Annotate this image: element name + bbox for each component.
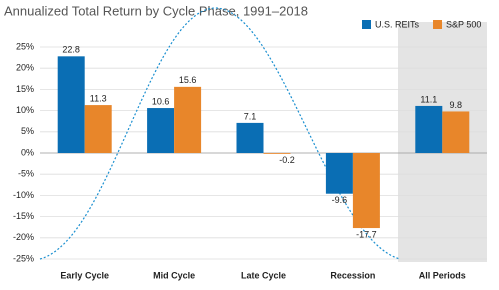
y-tick-label: 5% <box>21 126 34 136</box>
value-label: -0.2 <box>279 155 295 165</box>
value-label: 10.6 <box>152 96 170 106</box>
x-tick-label: Early Cycle <box>60 270 109 280</box>
bar <box>263 153 291 154</box>
value-label: -17.7 <box>356 229 377 239</box>
bar <box>174 86 202 153</box>
bar <box>147 108 175 153</box>
y-tick-label: -5% <box>18 169 34 179</box>
value-label: 15.6 <box>179 75 197 85</box>
y-tick-label: 25% <box>16 41 34 51</box>
value-label: 11.1 <box>420 94 437 104</box>
legend-swatch <box>362 20 371 29</box>
bar <box>57 56 85 153</box>
x-tick-label: Recession <box>330 270 375 280</box>
y-tick-label: 10% <box>16 105 34 115</box>
x-tick-label: Late Cycle <box>241 270 286 280</box>
legend-label: S&P 500 <box>446 19 481 29</box>
bar <box>415 105 443 153</box>
x-tick-label: Mid Cycle <box>153 270 195 280</box>
y-tick-label: 0% <box>21 147 34 157</box>
value-label: 11.3 <box>90 93 107 103</box>
bar <box>236 122 264 153</box>
y-tick-label: -15% <box>13 211 34 221</box>
value-label: 7.1 <box>244 111 257 121</box>
bar <box>325 153 353 194</box>
y-tick-label: -20% <box>13 232 34 242</box>
bar <box>84 105 112 153</box>
value-label: -9.6 <box>332 195 348 205</box>
y-tick-label: -10% <box>13 190 34 200</box>
x-tick-label: All Periods <box>419 270 466 280</box>
bar <box>442 111 470 153</box>
legend-swatch <box>433 20 443 29</box>
value-label: 9.8 <box>450 100 463 110</box>
y-tick-label: 20% <box>16 63 34 73</box>
legend-label: U.S. REITs <box>375 19 420 29</box>
y-tick-label: -25% <box>13 253 34 263</box>
chart-title: Annualized Total Return by Cycle Phase, … <box>4 3 308 18</box>
value-label: 22.8 <box>62 45 80 55</box>
y-tick-label: 15% <box>16 84 34 94</box>
bar <box>352 153 380 229</box>
